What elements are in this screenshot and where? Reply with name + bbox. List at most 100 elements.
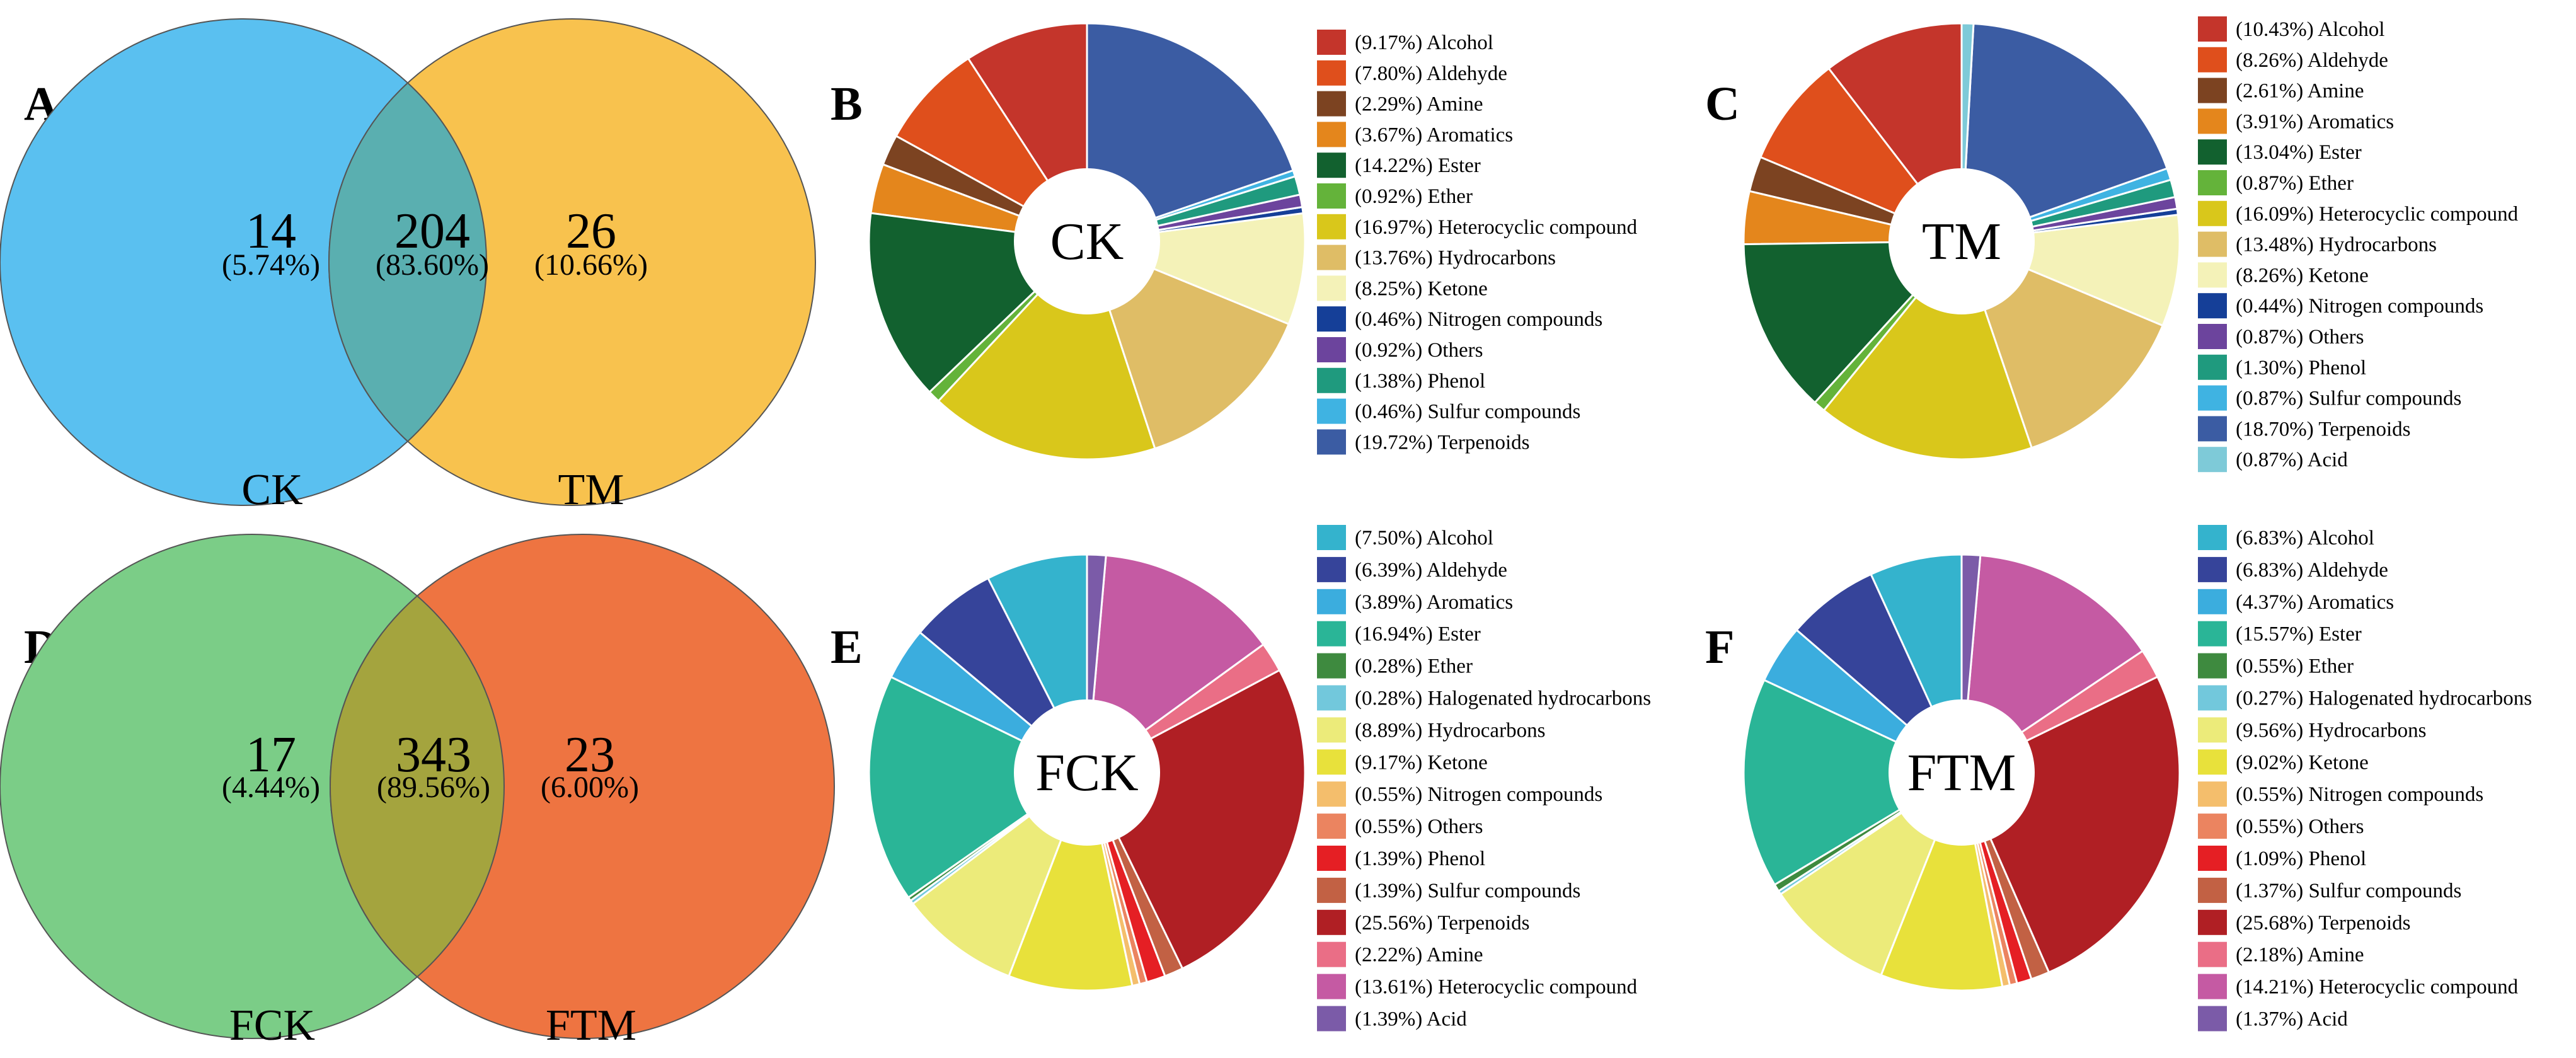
legend-label: (7.80%) Aldehyde — [1355, 62, 1507, 85]
legend-label: (0.55%) Nitrogen compounds — [1355, 783, 1602, 806]
legend-swatch — [2198, 589, 2227, 614]
legend-swatch — [1317, 1006, 1346, 1032]
legend-swatch — [1317, 244, 1346, 270]
legend-swatch — [2198, 231, 2227, 257]
legend-swatch — [1317, 306, 1346, 332]
legend-label: (0.92%) Others — [1355, 339, 1483, 362]
legend-label: (25.56%) Terpenoids — [1355, 912, 1530, 934]
legend-label: (6.39%) Aldehyde — [1355, 559, 1507, 582]
legend-swatch — [1317, 556, 1346, 582]
legend-swatch — [2198, 139, 2227, 165]
donut-slice — [1742, 679, 1964, 887]
venn-region-percent: (5.74%) — [222, 248, 320, 282]
legend-swatch — [2198, 262, 2227, 288]
legend-swatch — [2198, 200, 2227, 226]
legend-swatch — [2198, 974, 2227, 999]
legend-swatch — [2198, 47, 2227, 72]
legend-swatch — [2198, 846, 2227, 871]
legend-label: (0.87%) Sulfur compounds — [2236, 388, 2461, 410]
legend-swatch — [1317, 653, 1346, 679]
legend-label: (2.29%) Amine — [1355, 93, 1483, 116]
venn-overlap — [328, 82, 487, 442]
legend-swatch — [1317, 275, 1346, 301]
legend-label: (16.09%) Heterocyclic compound — [2236, 203, 2519, 226]
donut-slice — [868, 676, 1089, 899]
legend-label: (14.22%) Ester — [1355, 154, 1481, 177]
legend-label: (9.17%) Ketone — [1355, 751, 1488, 774]
legend-label: (0.28%) Ether — [1355, 655, 1473, 678]
legend-swatch — [1317, 337, 1346, 362]
legend-label: (14.21%) Heterocyclic compound — [2236, 976, 2519, 999]
legend-swatch — [1317, 941, 1346, 967]
venn-region-count: 23 — [565, 727, 615, 783]
donut-panel-e: E FCK (7.50%) Alcohol (6.39%) Aldehyde (3.89… — [831, 525, 1651, 1032]
legend-swatch — [2198, 354, 2227, 380]
legend-swatch — [1317, 398, 1346, 424]
legend-label: (8.89%) Hydrocarbons — [1355, 719, 1545, 742]
legend-label: (25.68%) Terpenoids — [2236, 912, 2411, 934]
donut-center-label: FCK — [1035, 744, 1138, 802]
legend-swatch — [1317, 214, 1346, 239]
legend-label: (0.87%) Others — [2236, 326, 2364, 348]
donut-panel-f: F FTM (6.83%) Alcohol (6.83%) Aldehyde (4.37… — [1705, 525, 2532, 1032]
venn-region-count: 17 — [246, 727, 296, 783]
venn-overlap — [330, 595, 505, 978]
legend-swatch — [2198, 416, 2227, 442]
legend-swatch — [1317, 717, 1346, 743]
legend-swatch — [2198, 16, 2227, 42]
venn-region-count: 204 — [394, 204, 470, 259]
legend-label: (2.61%) Amine — [2236, 80, 2364, 103]
legend-label: (0.27%) Halogenated hydrocarbons — [2236, 687, 2532, 710]
legend-swatch — [2198, 1006, 2227, 1032]
donut-hole — [1889, 168, 2035, 314]
legend-swatch — [1317, 909, 1346, 935]
legend: (9.17%) Alcohol (7.80%) Aldehyde (2.29%) A… — [1317, 30, 1638, 455]
legend-swatch — [2198, 941, 2227, 967]
legend-label: (0.87%) Acid — [2236, 449, 2348, 471]
legend-label: (9.02%) Ketone — [2236, 751, 2369, 774]
legend-swatch — [2198, 293, 2227, 319]
legend-label: (1.37%) Sulfur compounds — [2236, 880, 2461, 902]
legend-label: (0.92%) Ether — [1355, 185, 1473, 208]
panel-letter: E — [831, 621, 863, 674]
donut-center-label: TM — [1922, 212, 2001, 271]
legend-label: (0.55%) Ether — [2236, 655, 2354, 678]
legend-label: (8.25%) Ketone — [1355, 277, 1488, 300]
legend-swatch — [2198, 621, 2227, 647]
donut-hole — [1014, 699, 1160, 846]
venn-panel-a: A14(5.74%)204(83.60%)26(10.66%)CK TM — [0, 18, 816, 514]
venn-region-percent: (10.66%) — [534, 248, 648, 282]
legend-label: (0.46%) Sulfur compounds — [1355, 401, 1580, 423]
legend-swatch — [2198, 717, 2227, 743]
venn-region-count: 26 — [566, 204, 616, 259]
legend-swatch — [2198, 556, 2227, 582]
legend-label: (10.43%) Alcohol — [2236, 18, 2384, 41]
legend-swatch — [1317, 525, 1346, 550]
legend-swatch — [1317, 685, 1346, 711]
legend-label: (13.48%) Hydrocarbons — [2236, 234, 2437, 256]
legend-label: (2.18%) Amine — [2236, 944, 2364, 967]
legend-swatch — [2198, 78, 2227, 103]
legend-swatch — [1317, 367, 1346, 393]
legend-swatch — [1317, 152, 1346, 178]
legend-label: (0.55%) Others — [1355, 815, 1483, 838]
legend-label: (8.26%) Aldehyde — [2236, 49, 2388, 72]
venn-region-count: 14 — [246, 204, 296, 259]
legend-label: (3.91%) Aromatics — [2236, 110, 2394, 133]
legend-label: (1.30%) Phenol — [2236, 357, 2366, 379]
legend-label: (0.55%) Others — [2236, 815, 2364, 838]
legend-swatch — [1317, 749, 1346, 775]
donut-slice — [1960, 22, 2168, 243]
legend-label: (3.67%) Aromatics — [1355, 124, 1513, 146]
venn-set-label: TM — [558, 466, 624, 514]
legend-label: (1.39%) Sulfur compounds — [1355, 880, 1580, 902]
legend-swatch — [1317, 91, 1346, 117]
venn-set-label: CK — [241, 466, 302, 514]
legend: (6.83%) Alcohol (6.83%) Aldehyde (4.37%) A… — [2198, 525, 2532, 1032]
legend-label: (1.38%) Phenol — [1355, 370, 1485, 393]
legend-label: (1.37%) Acid — [2236, 1008, 2348, 1031]
legend-label: (1.39%) Phenol — [1355, 848, 1485, 870]
legend: (10.43%) Alcohol (8.26%) Aldehyde (2.61%) … — [2198, 16, 2519, 473]
